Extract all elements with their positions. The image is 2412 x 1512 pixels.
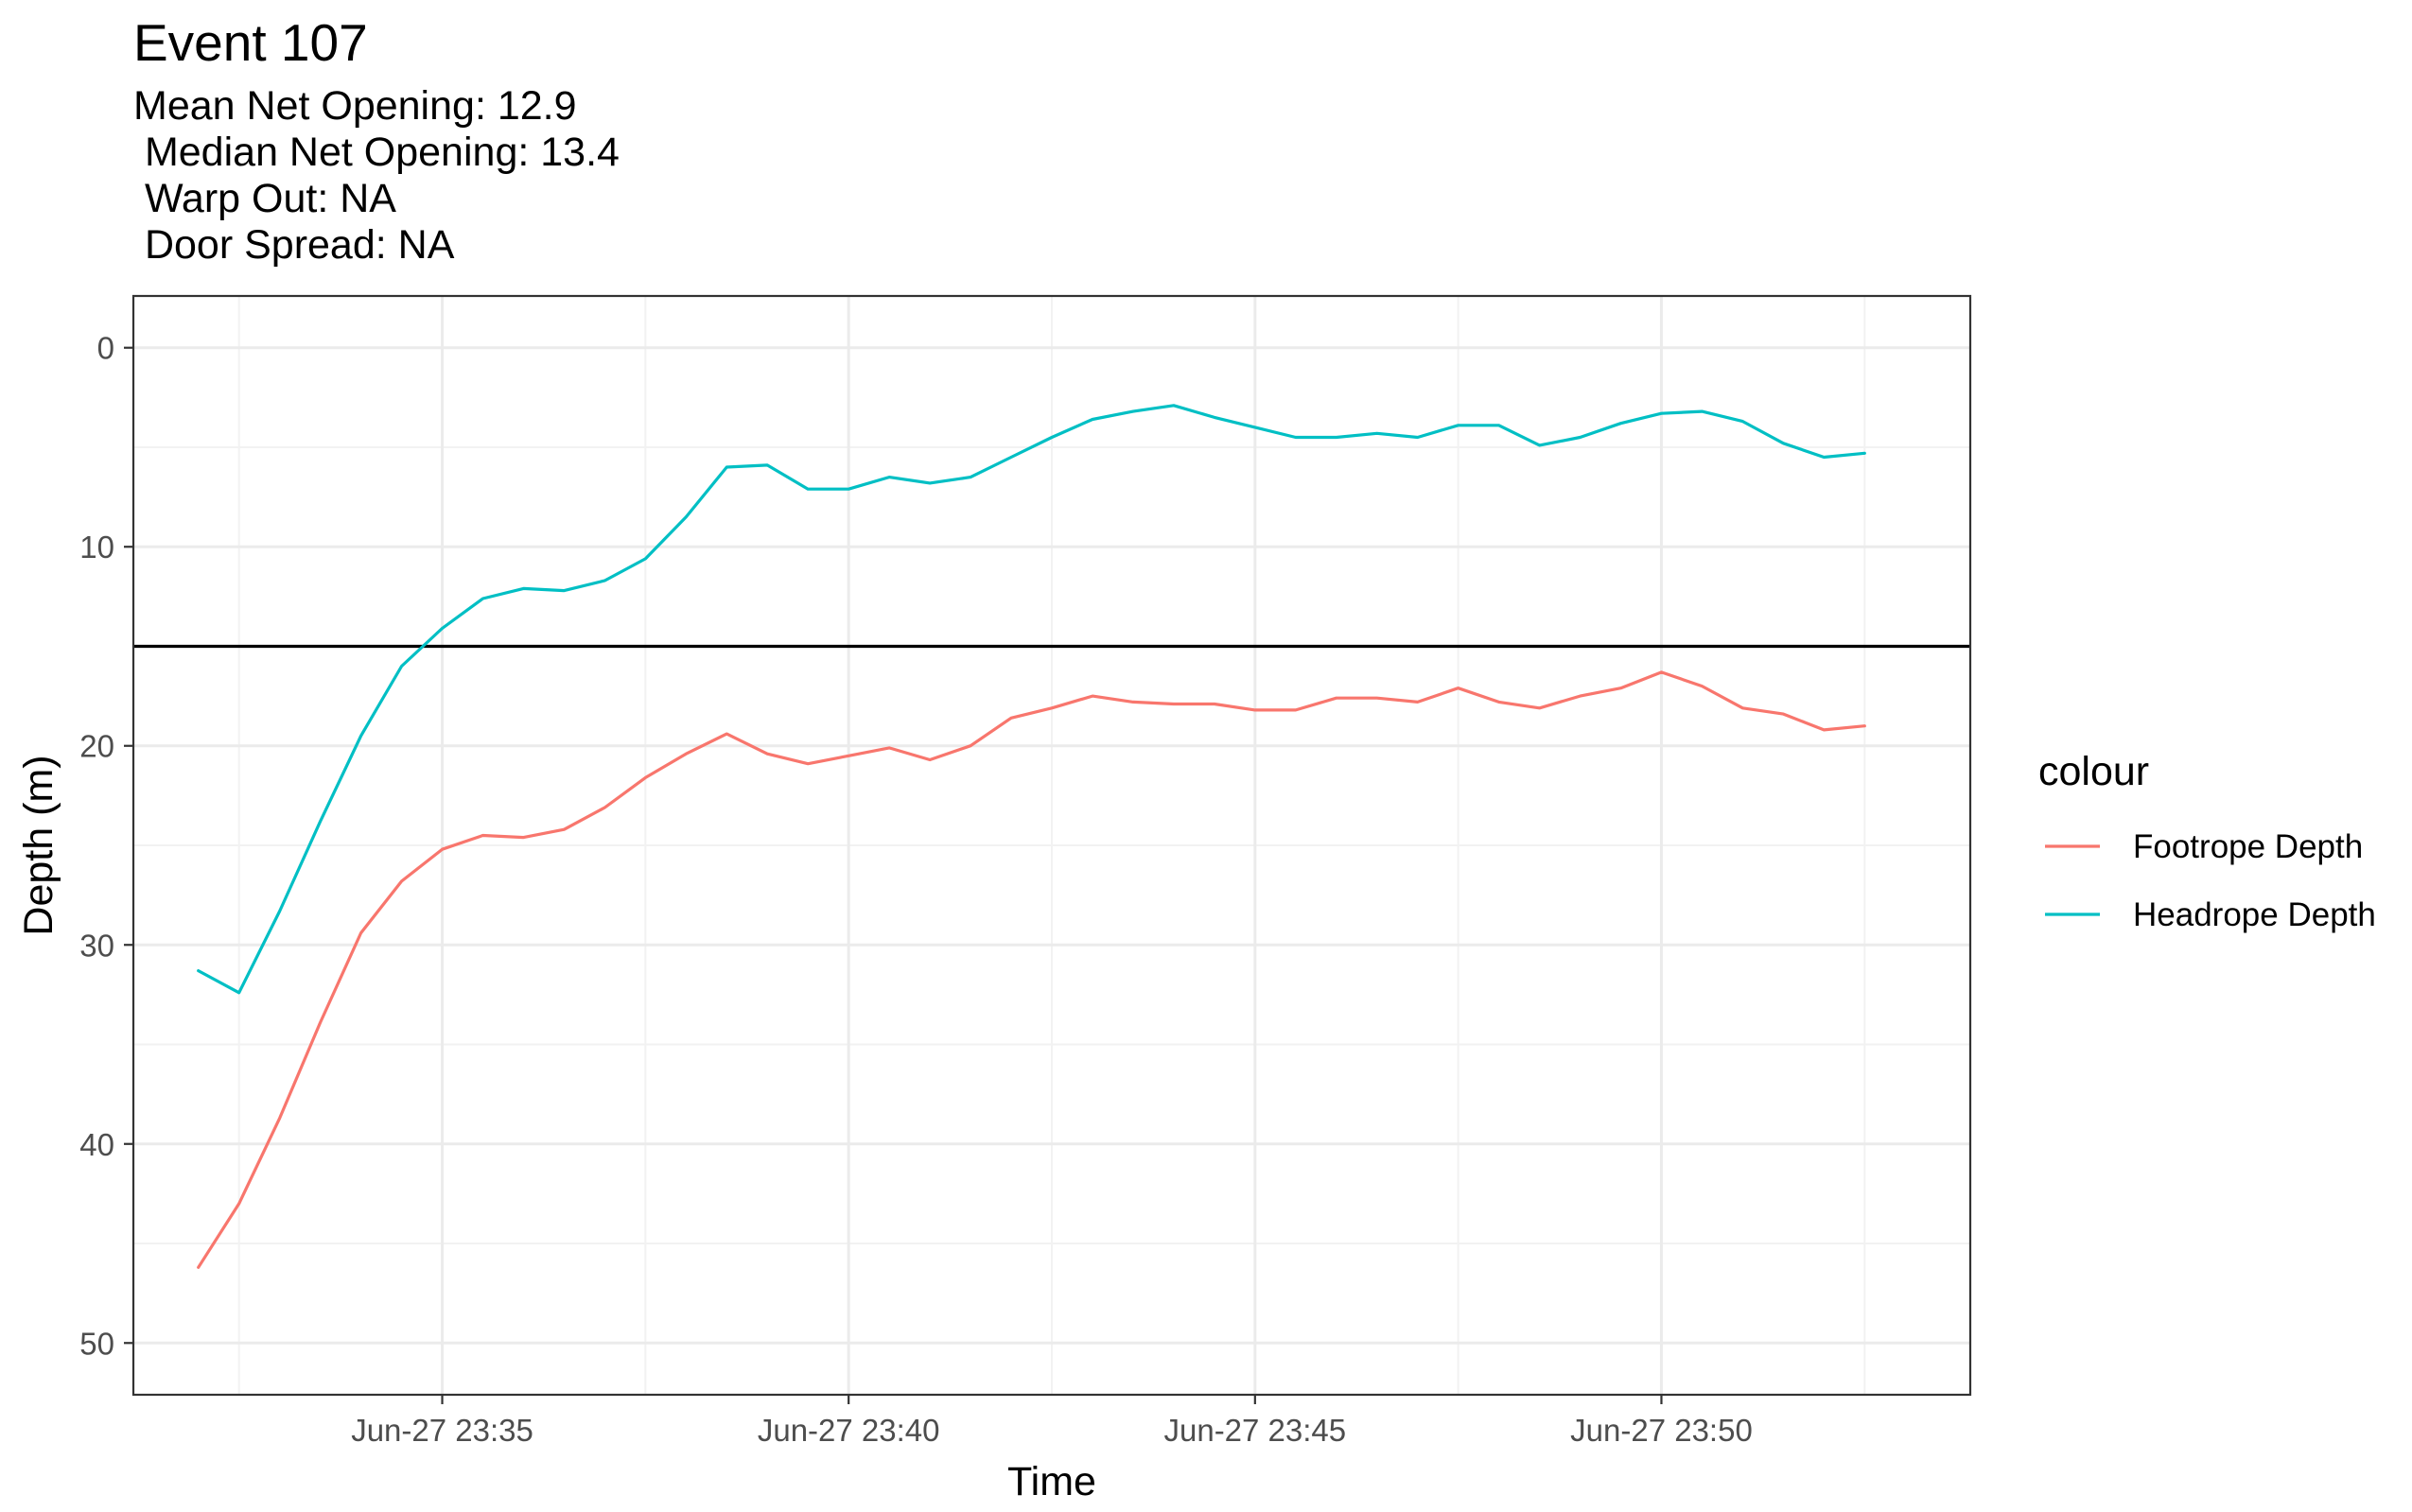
y-tick-label: 50 xyxy=(79,1326,114,1361)
panel-border xyxy=(131,294,1972,1397)
grid xyxy=(133,296,1970,1395)
legend-label: Headrope Depth xyxy=(2133,896,2376,933)
y-tick-label: 0 xyxy=(97,331,114,366)
series-layer xyxy=(197,404,1866,1269)
x-tick-label: Jun-27 23:50 xyxy=(1570,1413,1753,1448)
legend-label: Footrope Depth xyxy=(2133,828,2363,865)
legend-title: colour xyxy=(2038,749,2149,794)
chart-title: Event 107 xyxy=(133,13,368,72)
legend: colour Footrope Depth Headrope Depth xyxy=(2038,749,2376,933)
y-tick-label: 10 xyxy=(79,530,114,565)
x-axis-title: Time xyxy=(1007,1459,1096,1504)
x-tick-label: Jun-27 23:35 xyxy=(351,1413,533,1448)
y-tick-label: 40 xyxy=(79,1127,114,1162)
series-line-headrope-depth xyxy=(197,404,1866,995)
y-tick-label: 30 xyxy=(79,928,114,963)
axes: Jun-27 23:35 Jun-27 23:40 Jun-27 23:45 Jun-… xyxy=(79,331,1753,1448)
y-tick-label: 20 xyxy=(79,729,114,764)
y-axis-title: Depth (m) xyxy=(16,755,61,935)
series-line-footrope-depth xyxy=(197,670,1866,1269)
chart-subtitle: Mean Net Opening: 12.9 Median Net Openin… xyxy=(133,83,620,268)
x-tick-label: Jun-27 23:45 xyxy=(1163,1413,1346,1448)
x-tick-label: Jun-27 23:40 xyxy=(758,1413,940,1448)
legend-items: Footrope Depth Headrope Depth xyxy=(2045,828,2376,933)
